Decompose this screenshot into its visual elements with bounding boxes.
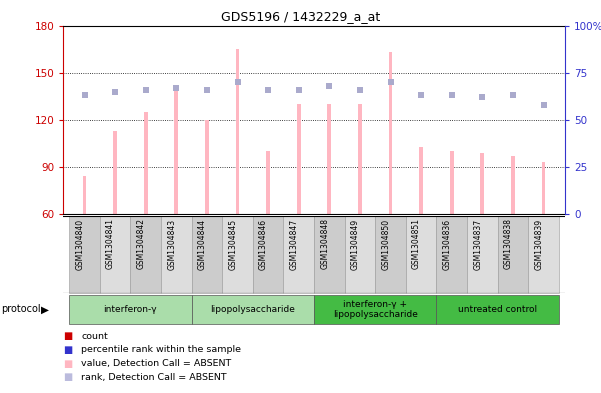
Bar [328, 104, 331, 214]
Text: GSM1304837: GSM1304837 [474, 219, 483, 270]
Text: GSM1304841: GSM1304841 [106, 219, 115, 270]
Point [171, 84, 181, 91]
Bar [419, 147, 423, 214]
Bar [542, 162, 545, 214]
Text: GSM1304842: GSM1304842 [136, 219, 145, 270]
Text: ■: ■ [63, 358, 72, 369]
Point [202, 86, 212, 93]
Text: GSM1304838: GSM1304838 [504, 219, 513, 270]
Bar [284, 216, 314, 293]
Bar [389, 52, 392, 214]
Text: GSM1304850: GSM1304850 [382, 219, 391, 270]
Bar [314, 295, 436, 324]
Text: lipopolysaccharide: lipopolysaccharide [210, 305, 295, 314]
Bar [144, 112, 148, 214]
Text: rank, Detection Call = ABSENT: rank, Detection Call = ABSENT [81, 373, 227, 382]
Bar [467, 216, 498, 293]
Bar [205, 120, 209, 214]
Bar [100, 216, 130, 293]
Point [141, 86, 150, 93]
Bar [498, 216, 528, 293]
Text: GSM1304849: GSM1304849 [351, 219, 360, 270]
Text: value, Detection Call = ABSENT: value, Detection Call = ABSENT [81, 359, 231, 368]
Bar [161, 216, 192, 293]
Text: GSM1304845: GSM1304845 [228, 219, 237, 270]
Bar [358, 104, 362, 214]
Bar [174, 85, 178, 214]
Bar [113, 131, 117, 214]
Point [80, 92, 90, 99]
Point [386, 79, 395, 85]
Bar [192, 216, 222, 293]
Bar [222, 216, 253, 293]
Bar [266, 151, 270, 214]
Text: GSM1304851: GSM1304851 [412, 219, 421, 270]
Text: GDS5196 / 1432229_a_at: GDS5196 / 1432229_a_at [221, 10, 380, 23]
Text: protocol: protocol [1, 305, 41, 314]
Bar [253, 216, 284, 293]
Text: ■: ■ [63, 372, 72, 382]
Text: ■: ■ [63, 345, 72, 355]
Point [508, 92, 517, 99]
Text: GSM1304846: GSM1304846 [259, 219, 268, 270]
Point [294, 86, 304, 93]
Bar [297, 104, 300, 214]
Bar [69, 216, 100, 293]
Bar [192, 295, 314, 324]
Bar [480, 153, 484, 214]
Bar [511, 156, 514, 214]
Text: GSM1304847: GSM1304847 [290, 219, 299, 270]
Point [447, 92, 457, 99]
Point [355, 86, 365, 93]
Point [233, 79, 242, 85]
Bar [450, 151, 454, 214]
Point [538, 102, 548, 108]
Bar [344, 216, 375, 293]
Bar [236, 49, 239, 214]
Text: ▶: ▶ [41, 305, 49, 314]
Text: GSM1304840: GSM1304840 [76, 219, 85, 270]
Text: GSM1304836: GSM1304836 [443, 219, 452, 270]
Text: interferon-γ: interferon-γ [103, 305, 157, 314]
Point [263, 86, 273, 93]
Bar [375, 216, 406, 293]
Text: ■: ■ [63, 331, 72, 341]
Text: interferon-γ +
lipopolysaccharide: interferon-γ + lipopolysaccharide [333, 300, 418, 319]
Text: GSM1304848: GSM1304848 [320, 219, 329, 270]
Text: count: count [81, 332, 108, 340]
Bar [130, 216, 161, 293]
Point [325, 83, 334, 89]
Bar [314, 216, 344, 293]
Bar [83, 176, 87, 214]
Bar [436, 295, 559, 324]
Bar [69, 295, 192, 324]
Text: GSM1304844: GSM1304844 [198, 219, 207, 270]
Point [111, 88, 120, 95]
Point [416, 92, 426, 99]
Text: untreated control: untreated control [458, 305, 537, 314]
Point [478, 94, 487, 100]
Bar [406, 216, 436, 293]
Text: GSM1304839: GSM1304839 [534, 219, 543, 270]
Text: percentile rank within the sample: percentile rank within the sample [81, 345, 241, 354]
Bar [528, 216, 559, 293]
Bar [436, 216, 467, 293]
Text: GSM1304843: GSM1304843 [167, 219, 176, 270]
